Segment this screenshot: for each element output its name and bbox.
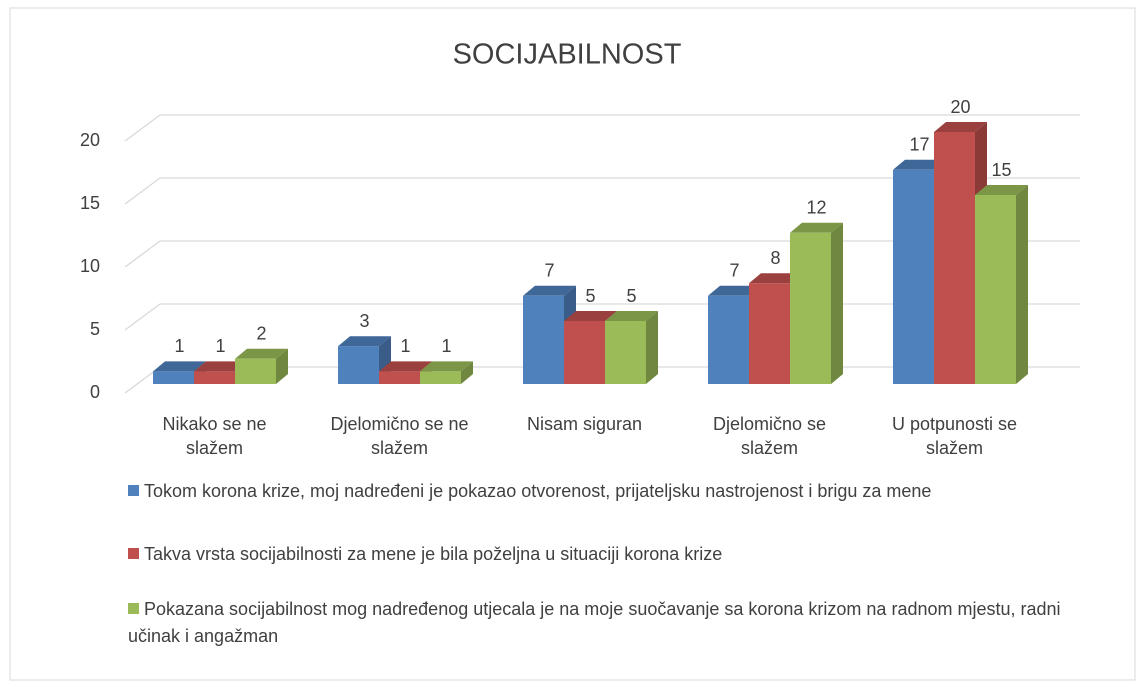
bar-side — [831, 222, 843, 384]
bar-front — [708, 295, 749, 384]
bar-side — [1016, 185, 1028, 384]
bar-front — [194, 371, 235, 384]
legend-entry: Takva vrsta socijabilnosti za mene je bi… — [128, 541, 1068, 568]
data-label: 1 — [174, 336, 184, 356]
bar-top — [379, 361, 432, 372]
data-label: 3 — [359, 311, 369, 331]
legend-entry: Pokazana socijabilnost mog nadređenog ut… — [128, 596, 1068, 650]
bar-front — [893, 169, 934, 384]
legend-swatch — [128, 485, 139, 496]
bar-top — [564, 311, 617, 321]
bar-front — [153, 371, 194, 384]
bar-front — [420, 371, 461, 384]
y-tick-label: 20 — [80, 130, 100, 150]
bar-front — [975, 195, 1016, 384]
bar-front — [235, 358, 276, 384]
data-label: 1 — [441, 336, 451, 356]
x-tick-label: Nikako se ne slažem — [162, 414, 267, 458]
bar-top — [523, 285, 576, 296]
x-tick-label: Nisam siguran — [526, 414, 643, 434]
y-tick-label: 15 — [80, 193, 100, 213]
bar-top — [975, 185, 1028, 195]
data-label: 7 — [544, 261, 554, 281]
bar-side — [461, 361, 473, 384]
data-label: 5 — [626, 286, 636, 306]
bar-front — [934, 132, 975, 384]
bar-top — [194, 361, 247, 372]
legend-swatch — [128, 603, 139, 614]
legend-label: Pokazana socijabilnost mog nadređenog ut… — [128, 599, 1061, 646]
bar-top — [934, 122, 987, 132]
legend-label: Takva vrsta socijabilnosti za mene je bi… — [144, 544, 723, 564]
bar — [420, 361, 473, 384]
bar-top — [605, 311, 658, 321]
bar-top — [235, 348, 288, 359]
bar-front — [379, 371, 420, 384]
data-label: 15 — [991, 160, 1011, 180]
y-tick-label: 10 — [80, 256, 100, 276]
chart-border — [9, 7, 1136, 681]
legend-label: Tokom korona krize, moj nadređeni je pok… — [144, 481, 932, 501]
bar-top — [708, 285, 761, 296]
bar — [790, 222, 843, 384]
bar-top — [420, 361, 473, 372]
data-label: 7 — [729, 261, 739, 281]
y-tick-label: 0 — [90, 382, 100, 402]
bar-front — [790, 232, 831, 384]
bar-side — [276, 348, 288, 384]
bar-top — [893, 159, 946, 170]
data-label: 1 — [400, 336, 410, 356]
bar — [975, 185, 1028, 384]
data-label: 1 — [215, 336, 225, 356]
data-label: 2 — [256, 324, 266, 344]
legend-entry: Tokom korona krize, moj nadređeni je pok… — [128, 478, 1068, 505]
chart-title: SOCIJABILNOST — [453, 39, 682, 71]
grid-line — [124, 177, 1080, 205]
bar — [605, 311, 658, 384]
data-label: 12 — [806, 198, 826, 218]
bar-front — [749, 283, 790, 384]
data-label: 17 — [909, 135, 929, 155]
bar-front — [523, 295, 564, 384]
bar-top — [153, 361, 206, 372]
bar-top — [749, 273, 802, 284]
bar-side — [646, 311, 658, 384]
data-label: 8 — [770, 248, 780, 268]
bar-top — [338, 336, 391, 347]
data-label: 20 — [950, 97, 970, 117]
grid-line — [124, 114, 1080, 142]
grid-line — [124, 240, 1080, 268]
bar-top — [790, 222, 843, 233]
bar — [338, 336, 391, 384]
bar-front — [564, 321, 605, 384]
x-tick-label: Djelomično se slažem — [712, 414, 827, 458]
bar-front — [338, 346, 379, 384]
y-tick-label: 5 — [90, 319, 100, 339]
data-label: 5 — [585, 286, 595, 306]
bar — [235, 348, 288, 384]
legend-swatch — [128, 548, 139, 559]
x-tick-label: Djelomično se ne slažem — [330, 414, 469, 458]
bar-front — [605, 321, 646, 384]
x-tick-label: U potpunosti se slažem — [891, 414, 1018, 458]
